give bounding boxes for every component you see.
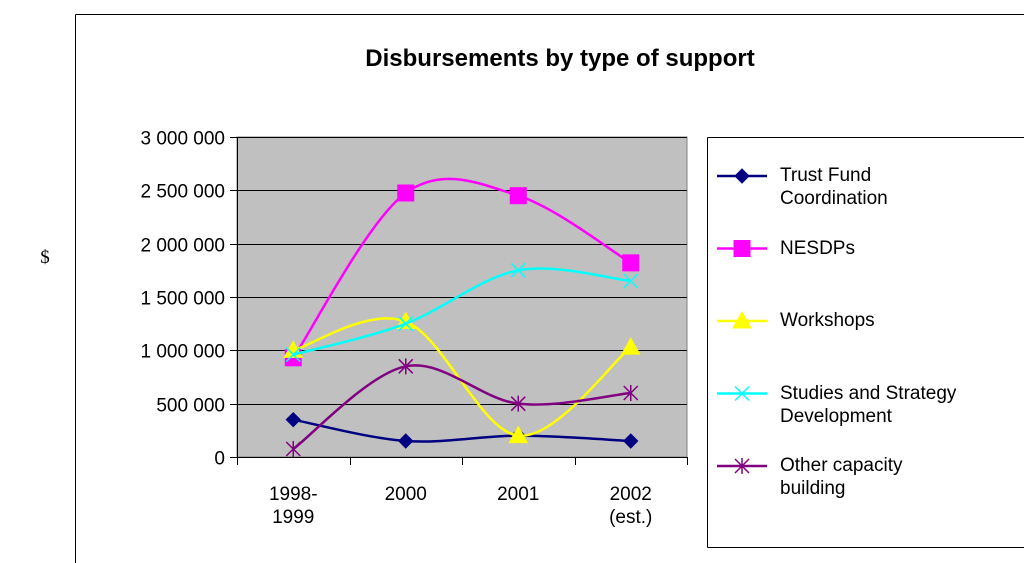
legend-item	[717, 310, 767, 329]
point	[508, 425, 529, 444]
point	[398, 358, 414, 375]
line	[293, 418, 631, 443]
y-tick-label: 1 000 000	[140, 342, 225, 363]
line	[292, 177, 632, 359]
series	[285, 262, 639, 363]
line	[292, 364, 631, 451]
legend-item	[717, 385, 767, 402]
legend-item	[717, 168, 767, 184]
point	[398, 316, 414, 332]
legend-marker	[734, 168, 750, 184]
legend-label: Trust Fund Coordination	[780, 165, 888, 209]
y-tick-label: 0	[214, 449, 225, 470]
line	[292, 317, 632, 437]
x-tick-label: 2000	[384, 484, 427, 505]
legend-marker	[732, 310, 752, 329]
y-tick-label: 2 500 000	[140, 182, 225, 203]
legend-item	[717, 240, 767, 257]
chart-title: Disbursements by type of support	[365, 45, 754, 72]
y-tick-label: 2 000 000	[140, 236, 225, 257]
y-axis-label: $	[40, 247, 50, 268]
legend-item	[717, 458, 767, 474]
x-tick-label: 2001	[497, 484, 540, 505]
line	[292, 267, 631, 356]
legend-marker	[734, 385, 750, 402]
y-tick-label: 500 000	[156, 396, 225, 417]
y-tick-label: 3 000 000	[140, 129, 225, 150]
legend-label: Studies and Strategy Development	[780, 382, 957, 427]
legend-label: NESDPs	[780, 237, 855, 259]
legend-marker	[734, 458, 750, 474]
point	[509, 187, 527, 205]
x-tick-label: 2002 (est.)	[609, 484, 653, 528]
point	[510, 262, 526, 278]
point	[510, 395, 526, 412]
y-tick-label: 1 500 000	[140, 289, 225, 310]
point	[285, 411, 301, 428]
point	[398, 433, 414, 449]
point	[620, 337, 641, 355]
point	[623, 433, 639, 449]
point	[397, 184, 415, 202]
point	[622, 254, 640, 272]
point	[285, 347, 301, 363]
series	[285, 358, 639, 457]
legend-label: Workshops	[780, 310, 875, 331]
point	[623, 273, 639, 289]
x-tick-label: 1998-1999	[268, 484, 318, 528]
legend-label: Other capacity building	[780, 455, 903, 499]
point	[285, 441, 301, 457]
point	[623, 385, 639, 401]
legend-marker	[733, 240, 751, 257]
